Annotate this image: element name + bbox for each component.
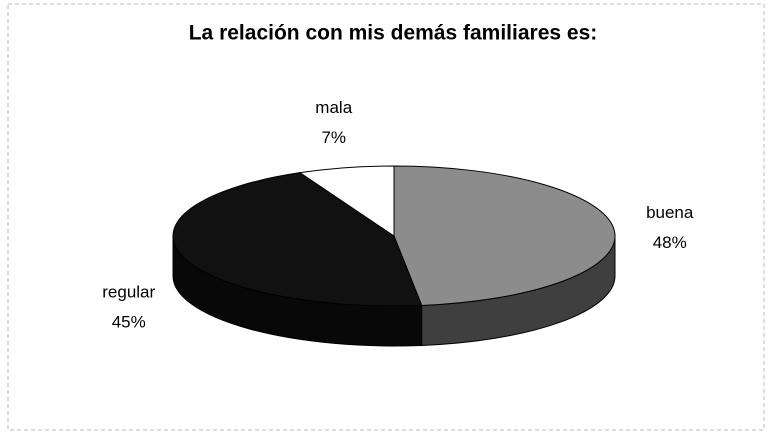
category-label: buena	[646, 203, 694, 222]
value-label: 45%	[112, 313, 146, 332]
pie-slice	[298, 165, 395, 237]
category-label: mala	[315, 98, 352, 117]
pie-slice	[393, 165, 616, 306]
pie-slice	[172, 172, 423, 307]
chart-frame	[7, 3, 765, 431]
value-label: 48%	[653, 233, 687, 252]
value-label: 7%	[321, 128, 346, 147]
chart-title: La relación con mis demás familiares es:	[189, 22, 598, 45]
category-label: regular	[102, 283, 155, 302]
